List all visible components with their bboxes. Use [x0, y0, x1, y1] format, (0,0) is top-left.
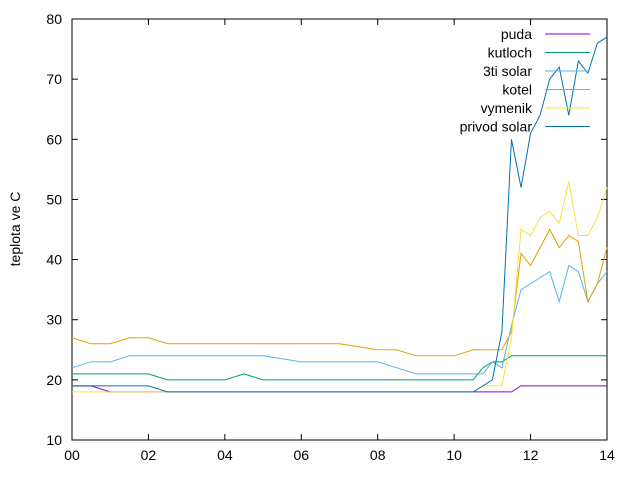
y-tick-label: 30: [46, 312, 62, 328]
y-axis-label: teplota ve C: [7, 192, 23, 267]
plot-border: [71, 18, 608, 441]
y-tick-label: 70: [46, 71, 62, 87]
x-tick-label: 14: [599, 447, 615, 463]
y-tick-label: 80: [46, 11, 62, 27]
x-tick-label: 06: [293, 447, 309, 463]
y-tick-label: 60: [46, 131, 62, 147]
x-tick-label: 04: [217, 447, 233, 463]
x-tick-label: 08: [370, 447, 386, 463]
x-tick-label: 10: [446, 447, 462, 463]
legend-label: 3ti solar: [483, 63, 532, 79]
legend-label: kutloch: [488, 45, 532, 61]
legend-label: puda: [501, 26, 532, 42]
series-line: [71, 264, 608, 375]
legend-label: vymenik: [481, 100, 533, 116]
series-line: [72, 355, 607, 381]
x-tick-label: 12: [523, 447, 539, 463]
y-tick-label: 10: [46, 432, 62, 448]
legend-label: kotel: [502, 82, 532, 98]
y-tick-label: 40: [46, 252, 62, 268]
legend-label: privod solar: [460, 119, 533, 135]
series-line: [72, 181, 608, 393]
y-tick-label: 50: [46, 191, 62, 207]
y-tick-label: 20: [46, 372, 62, 388]
x-tick-label: 02: [141, 447, 157, 463]
series-line: [71, 228, 608, 357]
x-tick-label: 00: [64, 447, 80, 463]
